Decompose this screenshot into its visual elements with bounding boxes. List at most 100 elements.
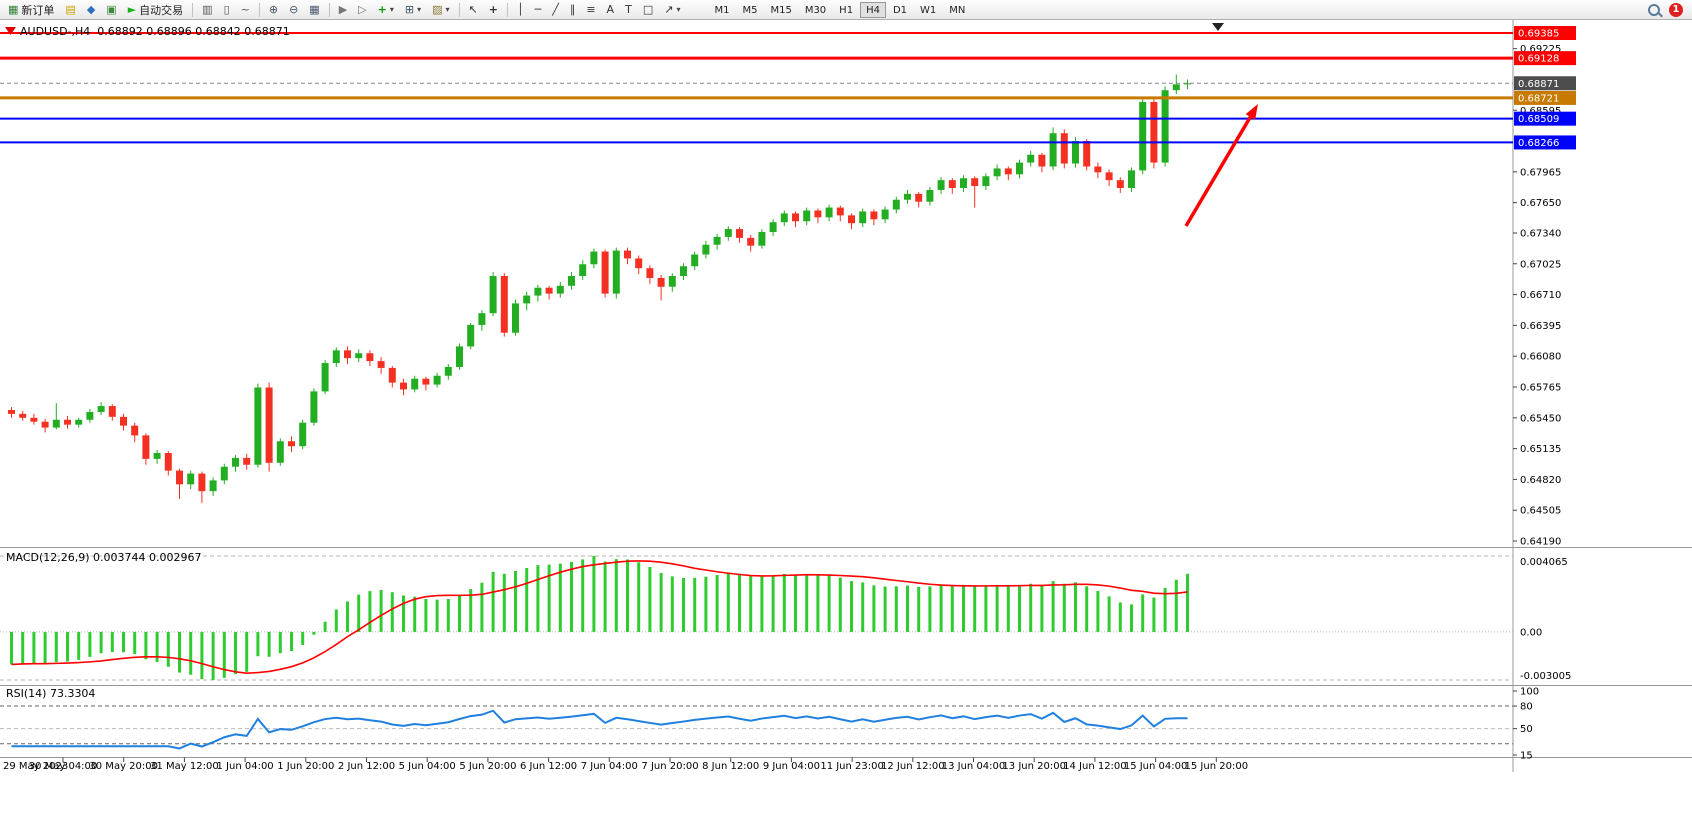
search-icon[interactable] xyxy=(1648,3,1660,16)
shapes-button[interactable]: □ xyxy=(638,1,658,18)
zoom-in-button[interactable]: ⊕ xyxy=(264,1,283,18)
horizontal-line-button[interactable]: ─ xyxy=(530,1,547,18)
macd-signal-line xyxy=(11,560,1188,675)
tile-windows-button[interactable]: ▦ xyxy=(304,1,324,18)
chevron-down-icon: ▾ xyxy=(445,5,450,14)
vertical-line-icon: │ xyxy=(516,3,524,16)
cursor-button[interactable]: ↖ xyxy=(464,1,483,18)
notification-badge[interactable]: 1 xyxy=(1669,2,1683,17)
svg-text:0.69128: 0.69128 xyxy=(1518,54,1559,65)
chart-shift-button[interactable]: ▷ xyxy=(353,1,371,18)
macd-axis-label: 0.00 xyxy=(1520,627,1542,638)
shift-marker-icon[interactable] xyxy=(1212,23,1224,31)
trend-arrow[interactable] xyxy=(1184,116,1252,227)
autotrading-button[interactable]: ► 自动交易 xyxy=(123,1,188,18)
price-line-label xyxy=(1514,26,1576,41)
timeframe-h1[interactable]: H1 xyxy=(833,2,859,18)
toolbar-separator xyxy=(192,2,194,17)
market-watch-button[interactable]: ▤ xyxy=(60,1,80,18)
macd-histogram xyxy=(10,556,1189,680)
timeframe-m5[interactable]: M5 xyxy=(736,2,763,18)
time-label: 13 Jun 20:00 xyxy=(1002,761,1066,772)
indicators-button[interactable]: + ▾ xyxy=(373,1,399,18)
auto-scroll-icon: ▶ xyxy=(338,3,348,16)
candlestick-chart-button[interactable]: ▯ xyxy=(219,1,235,18)
price-tick-label: 0.67650 xyxy=(1520,198,1561,209)
navigator-icon: ◆ xyxy=(86,3,96,16)
macd-axis-label: -0.003005 xyxy=(1520,671,1571,682)
toolbar-separator xyxy=(258,2,260,17)
time-label: 30 May 04:00 xyxy=(29,761,98,772)
svg-text:0.68871: 0.68871 xyxy=(1518,79,1559,90)
svg-text:0.68266: 0.68266 xyxy=(1518,138,1559,149)
price-tick-label: 0.66710 xyxy=(1520,290,1561,301)
price-tick-label: 0.67965 xyxy=(1520,167,1561,178)
new-order-label: 新订单 xyxy=(21,3,55,17)
arrow-tool-button[interactable]: ↗ ▾ xyxy=(659,1,685,18)
chevron-down-icon: ▾ xyxy=(389,5,394,14)
time-label: 8 Jun 12:00 xyxy=(702,761,759,772)
autotrading-play-icon: ► xyxy=(127,3,137,16)
price-tick-label: 0.69225 xyxy=(1520,44,1561,55)
timeframe-m30[interactable]: M30 xyxy=(799,2,832,18)
svg-text:0.68721: 0.68721 xyxy=(1518,93,1559,104)
label-tool-button[interactable]: T xyxy=(620,1,637,18)
time-label: 12 Jun 12:00 xyxy=(881,761,945,772)
time-label: 6 Jun 12:00 xyxy=(520,761,577,772)
crosshair-button[interactable]: + xyxy=(484,1,503,18)
trendline-icon: ╱ xyxy=(552,3,559,16)
periods-button[interactable]: ⊞ ▾ xyxy=(400,1,426,18)
time-label: 15 Jun 20:00 xyxy=(1185,761,1249,772)
terminal-icon: ▣ xyxy=(106,3,117,16)
price-line-label xyxy=(1514,135,1576,150)
text-icon: A xyxy=(606,3,615,16)
vertical-line-button[interactable]: │ xyxy=(512,1,529,18)
channel-button[interactable]: ∥ xyxy=(565,1,581,18)
price-tick-label: 0.64820 xyxy=(1520,475,1561,486)
price-tick-label: 0.65135 xyxy=(1520,444,1561,455)
price-tick-label: 0.64505 xyxy=(1520,506,1561,517)
rsi-axis-label: 100 xyxy=(1520,687,1539,698)
auto-scroll-button[interactable]: ▶ xyxy=(334,1,352,18)
zoom-out-button[interactable]: ⊖ xyxy=(284,1,303,18)
timeframe-m1[interactable]: M1 xyxy=(708,2,735,18)
new-order-button[interactable]: ▦ 新订单 xyxy=(3,1,59,18)
periods-icon: ⊞ xyxy=(404,3,415,16)
timeframe-m15[interactable]: M15 xyxy=(764,2,797,18)
timeframe-mn[interactable]: MN xyxy=(943,2,971,18)
timeframe-d1[interactable]: D1 xyxy=(887,2,913,18)
cursor-icon: ↖ xyxy=(468,3,478,16)
navigator-button[interactable]: ◆ xyxy=(82,1,100,18)
time-label: 1 Jun 20:00 xyxy=(277,761,334,772)
time-label: 15 Jun 04:00 xyxy=(1124,761,1188,772)
trend-arrow-head xyxy=(1245,104,1258,120)
price-tick-label: 0.68595 xyxy=(1520,106,1561,117)
svg-text:0.69385: 0.69385 xyxy=(1518,29,1559,40)
time-label: 30 May 20:00 xyxy=(89,761,158,772)
main-toolbar: ▦ 新订单 ▤ ◆ ▣ ► 自动交易 ▥ ▯ ~ ⊕ ⊖ ▦ ▶ ▷ + ▾ ⊞ ▾… xyxy=(0,0,1692,20)
line-chart-button[interactable]: ~ xyxy=(236,1,255,18)
rsi-line xyxy=(11,709,1188,750)
terminal-button[interactable]: ▣ xyxy=(101,1,121,18)
fibonacci-button[interactable]: ≡ xyxy=(581,1,600,18)
symbol-marker-icon xyxy=(5,27,16,35)
price-line-label xyxy=(1514,111,1576,126)
text-tool-button[interactable]: A xyxy=(602,1,620,18)
candlestick-series xyxy=(8,74,1191,503)
shapes-icon: □ xyxy=(642,3,654,16)
timeframe-w1[interactable]: W1 xyxy=(914,2,942,18)
svg-text:0.68509: 0.68509 xyxy=(1518,114,1559,125)
timeframe-h4[interactable]: H4 xyxy=(860,1,886,18)
bar-chart-button[interactable]: ▥ xyxy=(197,1,217,18)
rsi-axis-label: 50 xyxy=(1520,724,1533,735)
macd-axis-label: 0.004065 xyxy=(1520,557,1568,568)
chevron-down-icon: ▾ xyxy=(676,5,681,14)
time-label: 7 Jun 04:00 xyxy=(581,761,638,772)
trendline-button[interactable]: ╱ xyxy=(547,1,564,18)
toolbar-separator xyxy=(506,2,508,17)
toolbar-separator xyxy=(328,2,330,17)
templates-button[interactable]: ▨ ▾ xyxy=(427,1,454,18)
